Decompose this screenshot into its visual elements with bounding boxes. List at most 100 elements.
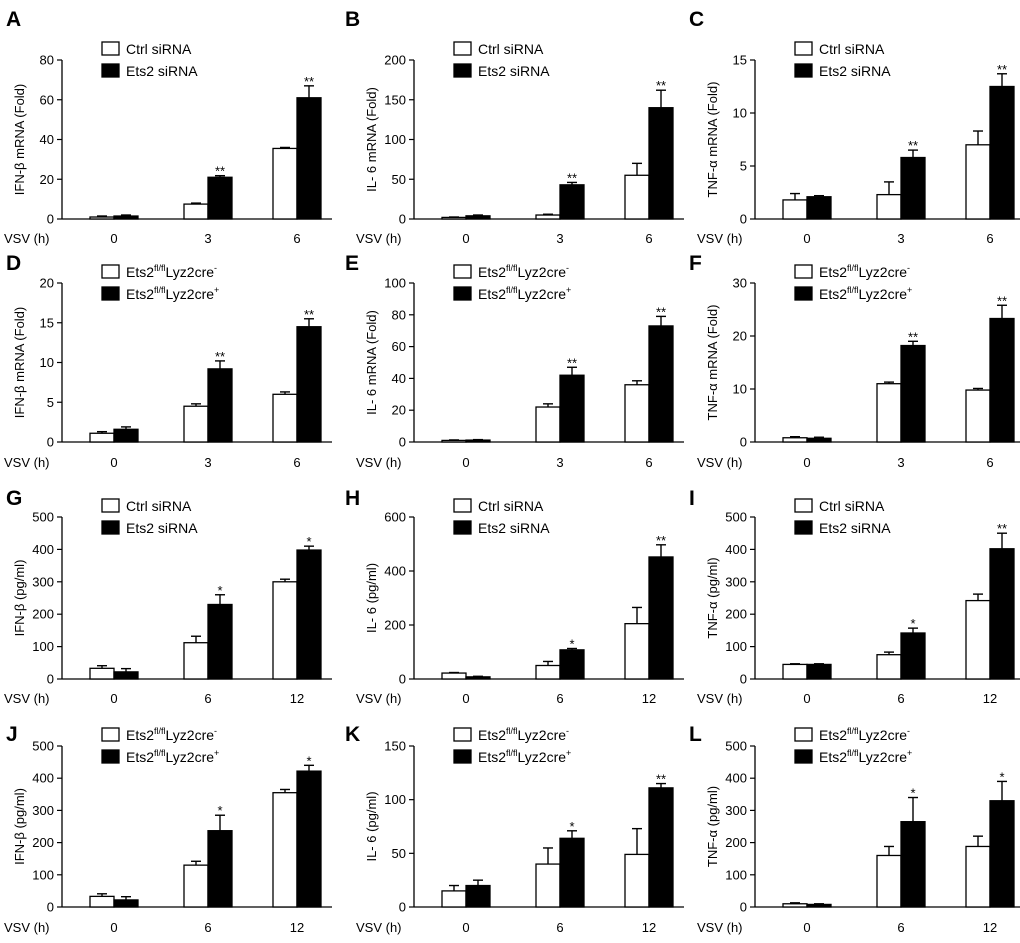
x-tick-label: 0 xyxy=(110,231,117,246)
y-tick-label: 0 xyxy=(740,435,747,450)
bar-treatment xyxy=(465,676,491,680)
legend-label-sup: fl/fl xyxy=(506,726,518,736)
legend-swatch xyxy=(101,264,120,279)
x-tick-label: 6 xyxy=(897,920,904,935)
x-axis-label: VSV (h) xyxy=(697,691,743,706)
bar-treatment xyxy=(989,85,1015,220)
y-tick-label: 50 xyxy=(392,846,406,861)
y-tick-label: 150 xyxy=(384,92,406,107)
bar-control xyxy=(535,214,561,220)
legend-label: Ets2fl/flLyz2cre+ xyxy=(819,748,912,765)
x-tick-label: 12 xyxy=(642,920,656,935)
bar-treatment xyxy=(113,428,139,443)
x-tick-label: 0 xyxy=(803,691,810,706)
legend-label-base: Ets2 xyxy=(126,727,154,743)
chart-panel-j: J 0 100 200 300 400 500 IFN-β (pg/ml) VSV (h) 0 6 *… xyxy=(4,723,332,935)
legend-label-base: Ets2 xyxy=(126,264,154,280)
y-tick-label: 100 xyxy=(725,867,747,882)
chart-panel-b: B 0 50 100 150 200 IL- 6 mRNA (Fold) VSV (h) 0 3 *… xyxy=(345,8,684,246)
x-axis-label: VSV (h) xyxy=(356,920,402,935)
chart-panel-l: L 0 100 200 300 400 500 TNF-α (pg/ml) VSV (h) 0 6 *… xyxy=(689,723,1020,935)
legend-label: Ets2fl/flLyz2cre+ xyxy=(126,285,219,302)
y-tick-label: 0 xyxy=(47,672,54,687)
x-tick-label: 6 xyxy=(204,691,211,706)
legend-label-base: Ets2 xyxy=(126,749,154,765)
x-tick-label: 0 xyxy=(462,920,469,935)
bar-treatment xyxy=(900,632,926,680)
x-axis-label: VSV (h) xyxy=(697,455,743,470)
legend-swatch xyxy=(794,749,813,764)
bar-control xyxy=(535,406,561,443)
x-axis-label: VSV (h) xyxy=(4,231,50,246)
significance-marker: ** xyxy=(567,170,577,185)
chart-panel-h: H 0 200 400 600 IL- 6 (pg/ml) VSV (h) 0 6 * 12 ** Ct… xyxy=(345,487,684,706)
x-tick-label: 0 xyxy=(462,231,469,246)
legend-swatch xyxy=(794,41,813,56)
y-tick-label: 0 xyxy=(740,212,747,227)
significance-marker: ** xyxy=(908,138,918,153)
y-tick-label: 0 xyxy=(399,212,406,227)
x-axis-label: VSV (h) xyxy=(697,920,743,935)
x-tick-label: 12 xyxy=(983,691,997,706)
legend-label-mid: Lyz2cre xyxy=(166,264,215,280)
bar-treatment xyxy=(207,830,233,908)
legend-swatch xyxy=(794,286,813,301)
y-tick-label: 40 xyxy=(40,132,54,147)
legend-label-sup: fl/fl xyxy=(154,748,166,758)
y-tick-label: 400 xyxy=(384,564,406,579)
y-tick-label: 100 xyxy=(32,867,54,882)
bar-control xyxy=(965,389,991,443)
bar-control xyxy=(624,174,650,220)
legend-label: Ets2 siRNA xyxy=(819,520,891,536)
y-tick-label: 0 xyxy=(47,212,54,227)
legend-label-base: Ets2 xyxy=(478,749,506,765)
panel-letter: D xyxy=(6,252,21,275)
y-tick-label: 0 xyxy=(740,900,747,915)
chart-panel-i: I 0 100 200 300 400 500 TNF-α (pg/ml) VSV (h) 0 6 *… xyxy=(689,487,1020,706)
x-tick-label: 12 xyxy=(983,920,997,935)
bar-treatment xyxy=(296,326,322,443)
bar-treatment xyxy=(900,156,926,220)
significance-marker: ** xyxy=(997,521,1007,536)
legend-label: Ets2fl/flLyz2cre+ xyxy=(478,748,571,765)
legend-label: Ctrl siRNA xyxy=(478,498,544,514)
legend-label-base: Ets2 xyxy=(126,286,154,302)
legend-label: Ets2fl/flLyz2cre+ xyxy=(478,285,571,302)
significance-marker: ** xyxy=(656,304,666,319)
legend-label-base: Ets2 xyxy=(819,286,847,302)
bar-treatment xyxy=(559,837,585,908)
y-tick-label: 500 xyxy=(32,739,54,754)
bar-control xyxy=(441,672,467,680)
legend-swatch xyxy=(101,41,120,56)
y-tick-label: 200 xyxy=(384,53,406,68)
y-axis-label: TNF-α mRNA (Fold) xyxy=(705,305,720,421)
legend-label-sup2: + xyxy=(566,285,571,295)
legend-swatch xyxy=(794,264,813,279)
y-tick-label: 100 xyxy=(725,639,747,654)
x-tick-label: 6 xyxy=(645,231,652,246)
legend-label-sup: fl/fl xyxy=(847,285,859,295)
bar-control xyxy=(89,216,115,220)
bar-treatment xyxy=(648,787,674,908)
legend-swatch xyxy=(453,520,472,535)
legend-swatch xyxy=(453,264,472,279)
y-tick-label: 500 xyxy=(725,510,747,525)
legend-label-sup: fl/fl xyxy=(847,263,859,273)
y-tick-label: 5 xyxy=(740,159,747,174)
legend-label-mid: Lyz2cre xyxy=(518,749,567,765)
significance-marker: ** xyxy=(656,533,666,548)
legend-label-sup2: - xyxy=(566,726,569,736)
legend-label: Ets2fl/flLyz2cre- xyxy=(126,726,217,743)
legend-label: Ctrl siRNA xyxy=(478,41,544,57)
bar-treatment xyxy=(900,344,926,443)
y-tick-label: 20 xyxy=(40,276,54,291)
panel-letter: L xyxy=(689,723,702,746)
bar-control xyxy=(876,654,902,680)
y-tick-label: 400 xyxy=(725,542,747,557)
y-tick-label: 200 xyxy=(384,618,406,633)
legend-label: Ets2fl/flLyz2cre- xyxy=(126,263,217,280)
significance-marker: * xyxy=(569,636,574,651)
bar-control xyxy=(782,437,808,443)
bar-treatment xyxy=(806,437,832,443)
